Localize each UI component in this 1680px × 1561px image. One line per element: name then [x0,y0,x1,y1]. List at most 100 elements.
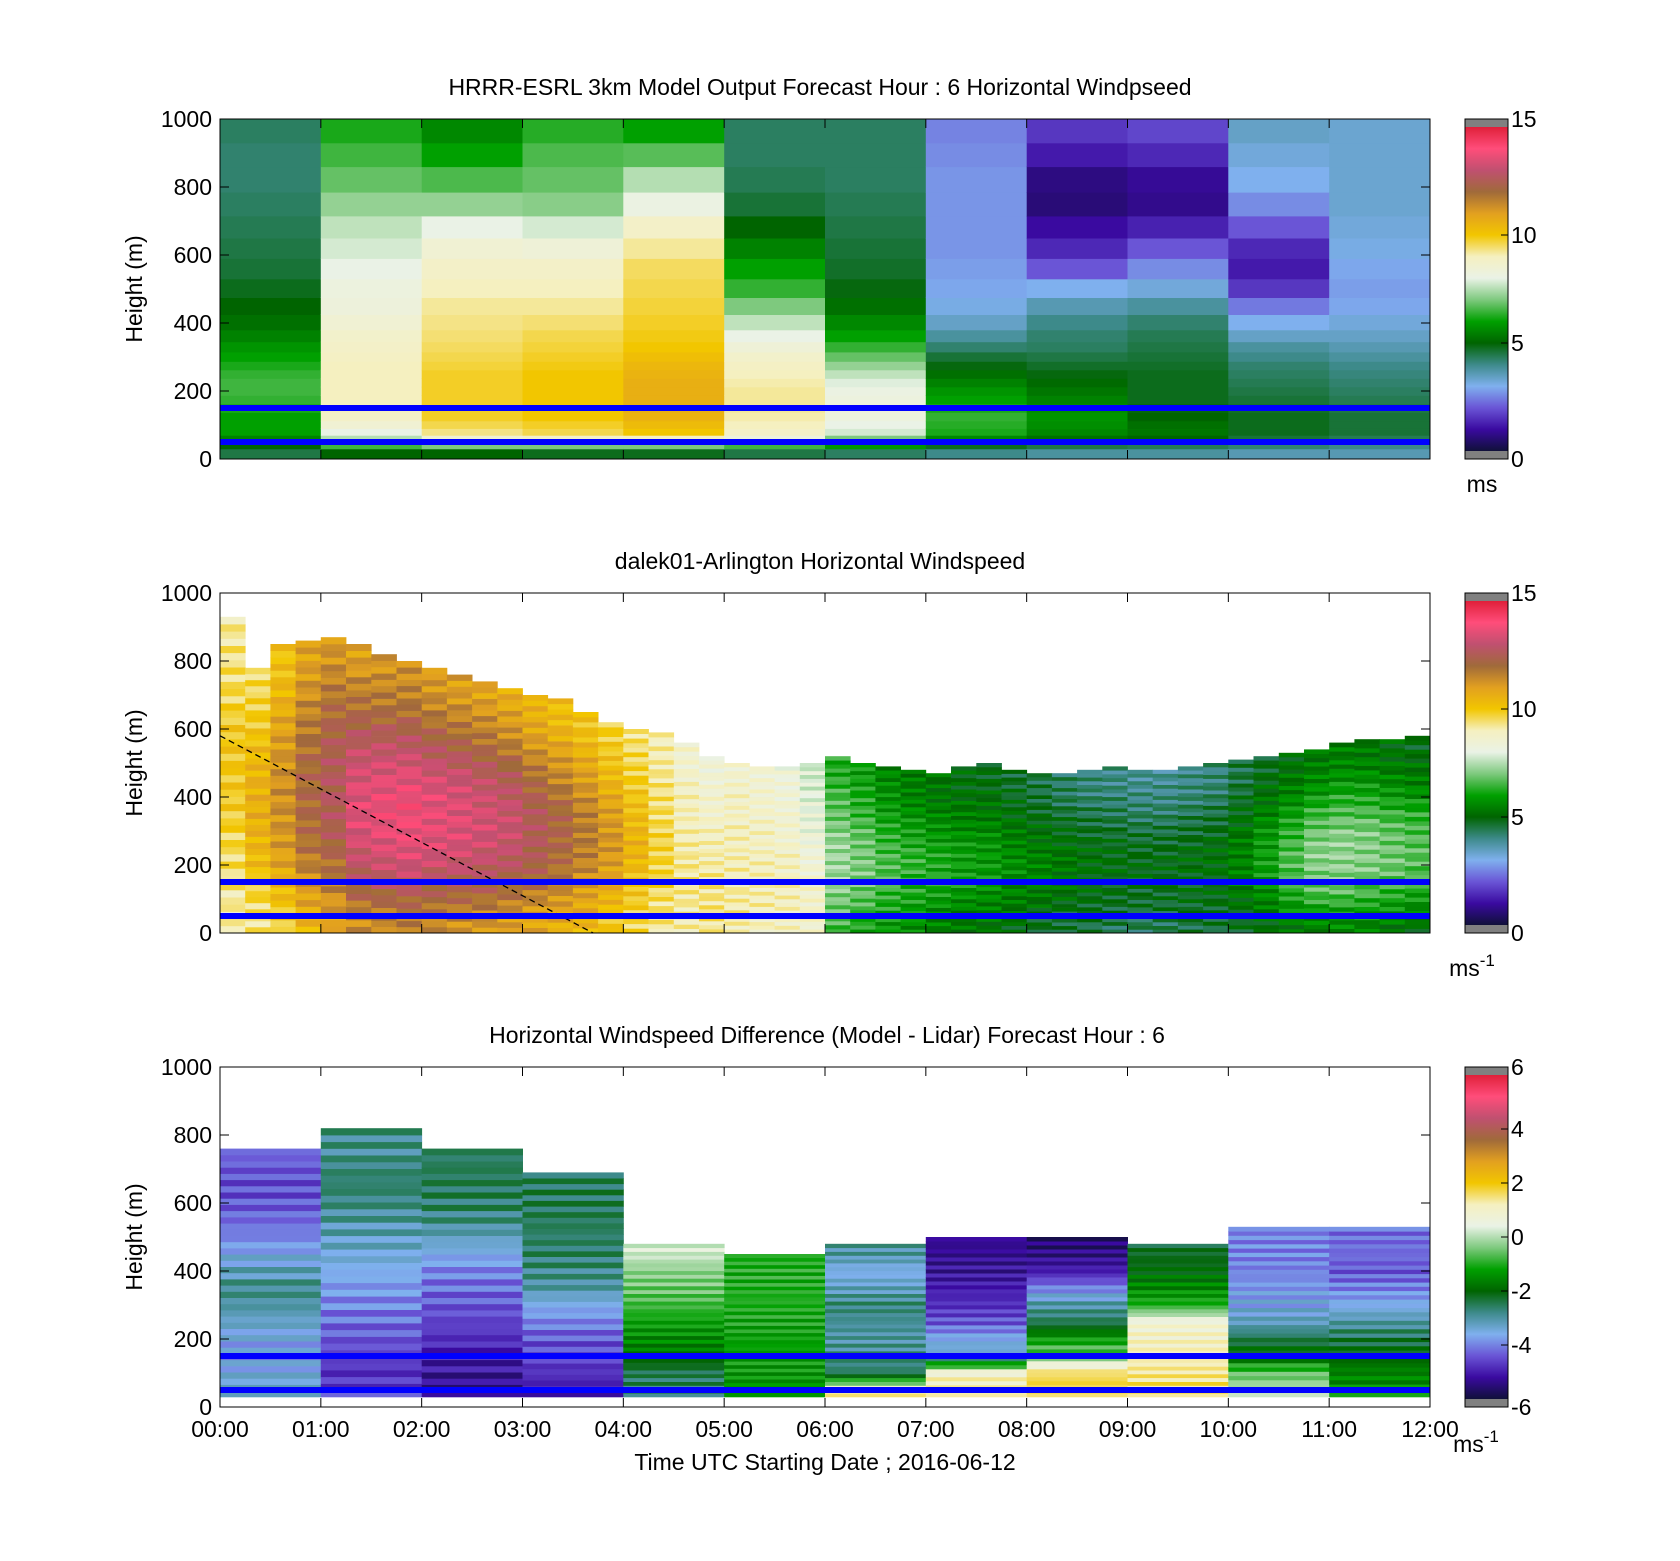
heatmap-cell [623,872,649,878]
heatmap-cell [446,850,473,858]
heatmap-cell [1253,824,1280,829]
heatmap-cell [547,853,574,859]
heatmap-cell [1379,893,1406,899]
heatmap-cell [295,806,322,814]
heatmap-cell [396,926,423,934]
heatmap-cell [1026,1245,1128,1250]
heatmap-cell [1329,764,1355,769]
heatmap-cell [875,868,901,873]
heatmap-cell [850,906,876,911]
heatmap-cell [1001,844,1028,849]
heatmap-cell [1127,1316,1229,1321]
heatmap-cell [1203,890,1229,895]
heatmap-cell [1228,921,1254,926]
heatmap-cell [1253,920,1280,926]
heatmap-cell [774,830,801,835]
heatmap-cell [497,721,523,728]
heatmap-cell [220,818,246,826]
heatmap-cell [522,759,549,766]
heatmap-cell [220,1297,322,1305]
heatmap-cell [497,710,523,717]
y-tick-label: 1000 [161,1054,212,1080]
heatmap-cell [522,765,549,772]
heatmap-cell [598,741,624,747]
heatmap-cell [850,917,876,922]
heatmap-cell [1379,765,1406,771]
heatmap-cell [396,920,423,928]
heatmap-cell [371,869,397,877]
heatmap-cell [1001,780,1028,785]
heatmap-cell [598,760,624,766]
heatmap-cell [396,797,423,804]
heatmap-cell [421,782,448,789]
heatmap-cell [320,899,347,907]
heatmap-cell [270,768,296,776]
heatmap-cell [724,778,750,783]
heatmap-cell [673,742,700,748]
heatmap-cell [875,929,901,934]
heatmap-cell [1177,834,1204,839]
heatmap-cell [220,192,322,217]
heatmap-cell [724,1257,826,1262]
heatmap-cell [623,215,725,239]
heatmap-cell [648,828,675,834]
heatmap-cell [1228,378,1330,388]
heatmap-cell [724,1282,826,1287]
heatmap-cell [522,884,549,891]
heatmap-cell [850,848,876,853]
heatmap-cell [1329,238,1431,259]
heatmap-cell [522,435,624,443]
heatmap-cell [1404,744,1431,750]
heatmap-cell [220,1341,322,1348]
heatmap-cell [900,814,927,819]
heatmap-cell [825,1343,927,1348]
heatmap-cell [1329,842,1355,847]
heatmap-cell [220,624,246,632]
heatmap-cell [472,732,498,739]
heatmap-cell [1127,361,1229,371]
heatmap-cell [421,1341,523,1348]
heatmap-cell [320,1329,423,1337]
heatmap-cell [1253,884,1280,890]
heatmap-cell [825,904,851,910]
heatmap-cell [699,764,725,769]
heatmap-cell [673,885,700,891]
heatmap-cell [825,1274,927,1279]
heatmap-cell [472,927,498,934]
heatmap-cell [1379,818,1406,824]
heatmap-cell [371,825,397,832]
heatmap-cell [320,1161,423,1169]
heatmap-cell [976,793,1002,799]
heatmap-cell [623,1393,725,1398]
heatmap-cell [1304,816,1330,821]
heatmap-cell [925,1320,1028,1326]
heatmap-cell [1051,802,1078,807]
heatmap-cell [825,1308,927,1314]
heatmap-cell [497,894,523,901]
heatmap-cell [673,816,700,821]
heatmap-cell [850,886,876,891]
heatmap-cell [220,1229,322,1236]
heatmap-cell [951,883,977,888]
heatmap-cell [1253,872,1280,878]
heatmap-cell [497,732,523,739]
heatmap-cell [598,789,624,795]
heatmap-cell [1404,888,1431,894]
heatmap-cell [1051,816,1078,821]
heatmap-cell [572,737,599,743]
heatmap-cell [522,889,549,896]
heatmap-cell [1228,814,1254,820]
heatmap-cell [320,919,347,927]
heatmap-cell [1228,341,1330,353]
panel-lidar-reference-lines [220,879,1430,919]
heatmap-cell [925,1280,1028,1286]
heatmap-cell [1152,821,1179,826]
heatmap-cell [825,860,851,866]
heatmap-cell [220,412,322,422]
heatmap-cell [220,1303,322,1311]
heatmap-cell [1278,888,1305,893]
heatmap-cell [320,1181,423,1190]
heatmap-cell [724,828,750,833]
heatmap-cell [1102,823,1128,828]
x-tick-label: 06:00 [796,1416,854,1442]
